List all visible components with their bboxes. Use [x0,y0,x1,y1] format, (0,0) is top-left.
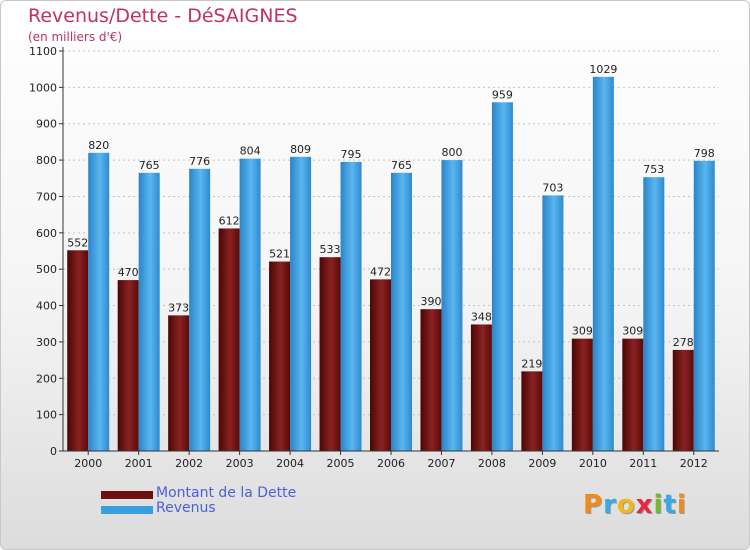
legend-label-revenus: Revenus [156,500,216,516]
bar-revenus [189,168,211,451]
y-tick-label: 1000 [29,81,57,94]
y-tick-label: 400 [36,300,57,313]
y-tick-label: 1100 [29,45,57,58]
x-tick-label: 2002 [175,457,203,470]
data-label-dette: 309 [622,325,643,338]
x-tick-label: 2001 [125,457,153,470]
bar-dette [470,324,492,451]
bar-dette [218,228,240,451]
bar-revenus [88,152,110,451]
bar-revenus [290,156,312,451]
data-label-revenus: 703 [542,181,563,194]
bar-revenus [391,172,412,451]
bar-revenus [693,160,715,451]
x-tick-label: 2003 [226,457,254,470]
x-tick-label: 2000 [74,457,102,470]
x-tick-label: 2010 [579,457,607,470]
data-label-dette: 521 [269,248,290,261]
x-tick-label: 2007 [427,457,455,470]
data-label-revenus: 776 [189,155,210,168]
data-label-revenus: 753 [643,163,664,176]
y-tick-label: 300 [36,336,57,349]
bar-dette [571,338,593,451]
data-label-dette: 278 [673,336,694,349]
logo-letter: o [616,490,636,520]
bar-dette [117,280,139,451]
x-tick-label: 2004 [276,457,304,470]
data-label-revenus: 765 [139,159,160,172]
data-label-revenus: 804 [240,145,261,158]
chart-title: Revenus/Dette - DéSAIGNES [28,5,298,27]
bar-dette [420,309,442,451]
data-label-revenus: 798 [694,147,715,160]
chart-subtitle: (en milliers d'€) [28,30,123,44]
y-tick-label: 600 [36,227,57,240]
data-label-dette: 533 [320,243,341,256]
data-label-revenus: 765 [391,159,412,172]
bar-dette [269,261,291,451]
logo-letter: t [663,490,677,520]
y-tick-label: 200 [36,372,57,385]
x-tick-label: 2012 [680,457,708,470]
data-label-revenus: 809 [290,143,311,156]
bar-revenus [542,195,564,451]
bar-dette [67,250,89,451]
legend-label-dette: Montant de la Dette [156,485,297,501]
logo-letter: r [603,490,617,520]
x-tick-label: 2008 [478,457,506,470]
bar-revenus [340,161,362,451]
proxiti-logo: Proxiti [583,490,687,520]
legend-swatch-revenus [101,506,153,514]
bar-revenus [643,177,665,451]
bar-dette [168,315,190,451]
data-label-revenus: 1029 [589,63,617,76]
y-tick-label: 700 [36,190,57,203]
bar-revenus [138,172,160,451]
x-tick-label: 2011 [629,457,657,470]
bar-dette [521,371,543,451]
data-label-dette: 472 [370,265,391,278]
bar-dette [672,349,694,451]
y-tick-label: 0 [50,445,57,458]
data-label-revenus: 820 [88,139,109,152]
bar-revenus [441,160,463,451]
x-tick-label: 2005 [327,457,355,470]
bar-revenus [592,76,614,452]
data-label-dette: 612 [219,214,240,227]
legend-swatch-dette [101,491,153,499]
logo-letter: x [635,490,654,520]
bar-revenus [239,158,261,452]
bar-dette [370,279,391,451]
y-tick-label: 900 [36,118,57,131]
data-label-revenus: 959 [492,88,513,101]
bar-dette [622,338,644,451]
x-tick-label: 2006 [377,457,405,470]
data-label-dette: 373 [168,301,189,314]
y-tick-label: 500 [36,263,57,276]
data-label-dette: 219 [521,357,542,370]
x-tick-label: 2009 [528,457,556,470]
data-label-dette: 309 [572,325,593,338]
data-label-dette: 348 [471,310,492,323]
data-label-revenus: 800 [441,146,462,159]
logo-letter: i [653,490,664,520]
y-tick-label: 100 [36,409,57,422]
y-tick-label: 800 [36,154,57,167]
logo-letter: P [583,490,604,520]
bar-dette [319,257,341,451]
data-label-dette: 470 [118,266,139,279]
data-label-dette: 552 [67,236,88,249]
data-label-revenus: 795 [341,148,362,161]
data-label-dette: 390 [420,295,441,308]
bar-revenus [491,102,513,451]
logo-letter: i [676,490,687,520]
